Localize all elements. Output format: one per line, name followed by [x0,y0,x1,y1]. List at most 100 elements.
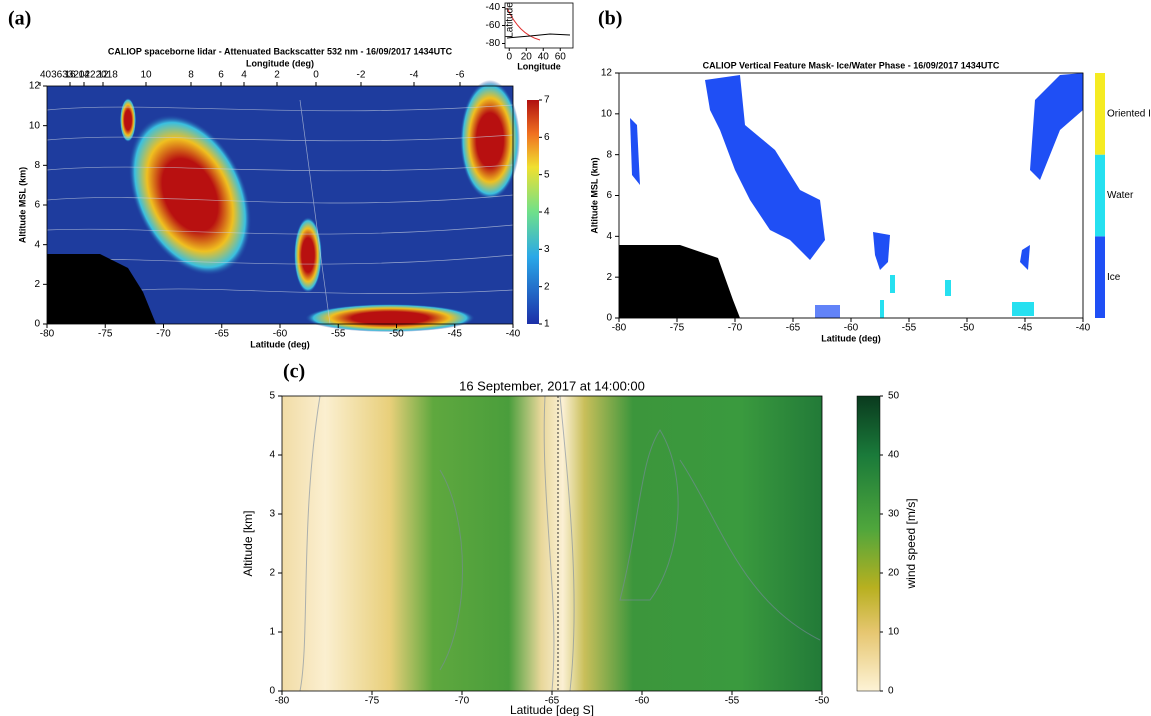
x2-tick-label: 16 [64,70,76,81]
inset-x-tick-label: 40 [538,52,550,63]
x-tick-label: -65 [215,329,230,340]
inset-x-tick-label: 60 [555,52,567,63]
class-swatch [1095,154,1105,237]
x-tick-label: -60 [635,696,650,707]
x2-tick-label: -4 [410,70,419,81]
colorbar-tick-label: 40 [888,450,900,461]
x-tick-label: -45 [1018,323,1033,334]
x-tick-label: -75 [98,329,113,340]
x-axis-label: Latitude [deg S] [510,703,594,716]
panel-label: (c) [283,361,305,383]
class-label: Oriented Ice [1107,108,1151,119]
y-tick-label: 0 [606,313,612,324]
x2-tick-label: 0 [313,70,319,81]
y-tick-label: 12 [29,81,41,92]
y-tick-label: 3 [269,509,275,520]
x-axis-label: Latitude (deg) [821,333,881,343]
chart-title: 16 September, 2017 at 14:00:00 [459,378,645,393]
chart-title: CALIOP spaceborne lidar - Attenuated Bac… [108,46,453,56]
x-tick-label: -70 [455,696,470,707]
class-swatch [1095,73,1105,155]
backscatter-field [46,80,520,332]
y-tick-label: 10 [601,108,613,119]
x-tick-label: -55 [331,329,346,340]
x-tick-label: -50 [960,323,975,334]
inset-track [506,33,571,39]
wind-field [282,395,822,692]
y-tick-label: 0 [34,319,40,330]
y-tick-label: 6 [34,200,40,211]
colorbar-tick-label: 6 [544,132,550,143]
y-tick-label: 2 [606,272,612,283]
x-tick-label: -70 [156,329,171,340]
class-swatch [1095,236,1105,318]
x2-tick-label: -6 [456,70,465,81]
y-tick-label: 8 [606,149,612,160]
colorbar [856,395,881,692]
x-tick-label: -80 [40,329,55,340]
colorbar-tick-label: 3 [544,244,550,255]
y-tick-label: 0 [269,686,275,697]
inset-y-tick-label: -80 [486,38,501,49]
x2-tick-label: 4 [241,70,247,81]
inset-x-label: Longitude [517,61,561,71]
x2-tick-label: 10 [140,70,152,81]
inset-y-tick-label: -60 [486,20,501,31]
x-tick-label: -65 [545,696,560,707]
colorbar-tick-label: 20 [888,568,900,579]
inset-y-tick-label: -40 [486,2,501,13]
colorbar-label: wind speed [m/s] [904,498,918,589]
colorbar-tick-label: 2 [544,281,550,292]
x-tick-label: -55 [725,696,740,707]
colorbar-tick-label: 10 [888,627,900,638]
y-axis-label: Altitude MSL (km) [589,157,599,233]
x-tick-label: -40 [1076,323,1091,334]
x-tick-label: -80 [612,323,627,334]
x-tick-label: -80 [275,696,290,707]
class-label: Ice [1107,272,1121,283]
x2-tick-label: 14 [78,70,90,81]
class-label: Water [1107,190,1134,201]
panel-label: (b) [598,8,622,30]
x2-tick-label: 12 [97,70,109,81]
inset-x-tick-label: 0 [506,52,512,63]
y-tick-label: 4 [269,450,275,461]
x2-tick-label: -2 [357,70,366,81]
x2-tick-label: 6 [218,70,224,81]
colorbar [527,100,539,324]
x-tick-label: -40 [506,329,521,340]
y-tick-label: 12 [601,68,613,79]
x2-axis-label: Longitude (deg) [246,58,314,68]
colorbar-tick-label: 5 [544,169,550,180]
inset-x-tick-label: 20 [521,52,533,63]
feature-mask [618,72,1084,319]
colorbar-tick-label: 1 [544,319,550,330]
x-tick-label: -75 [365,696,380,707]
x-tick-label: -60 [844,323,859,334]
inset-y-label: Latitude [505,2,516,38]
x-tick-label: -70 [728,323,743,334]
inset-track [506,7,541,41]
x-axis-label: Latitude (deg) [250,339,310,349]
x-tick-label: -65 [786,323,801,334]
x2-tick-label: 8 [188,70,194,81]
chart-title: CALIOP Vertical Feature Mask- Ice/Water … [703,60,1000,70]
colorbar-tick-label: 30 [888,509,900,520]
colorbar-tick-label: 7 [544,95,550,106]
y-tick-label: 4 [34,239,40,250]
y-tick-label: 10 [29,120,41,131]
y-tick-label: 5 [269,391,275,402]
inset-frame [504,2,574,49]
x-tick-label: -50 [815,696,830,707]
y-axis-label: Altitude [km] [241,510,255,576]
x-tick-label: -45 [448,329,463,340]
x2-tick-label: 40363320222018 [40,70,118,81]
x-tick-label: -75 [670,323,685,334]
y-tick-label: 2 [269,568,275,579]
x-tick-label: -50 [389,329,404,340]
colorbar-tick-label: 50 [888,391,900,402]
colorbar-tick-label: 0 [888,686,894,697]
y-tick-label: 8 [34,160,40,171]
y-axis-label: Altitude MSL (km) [17,167,27,243]
